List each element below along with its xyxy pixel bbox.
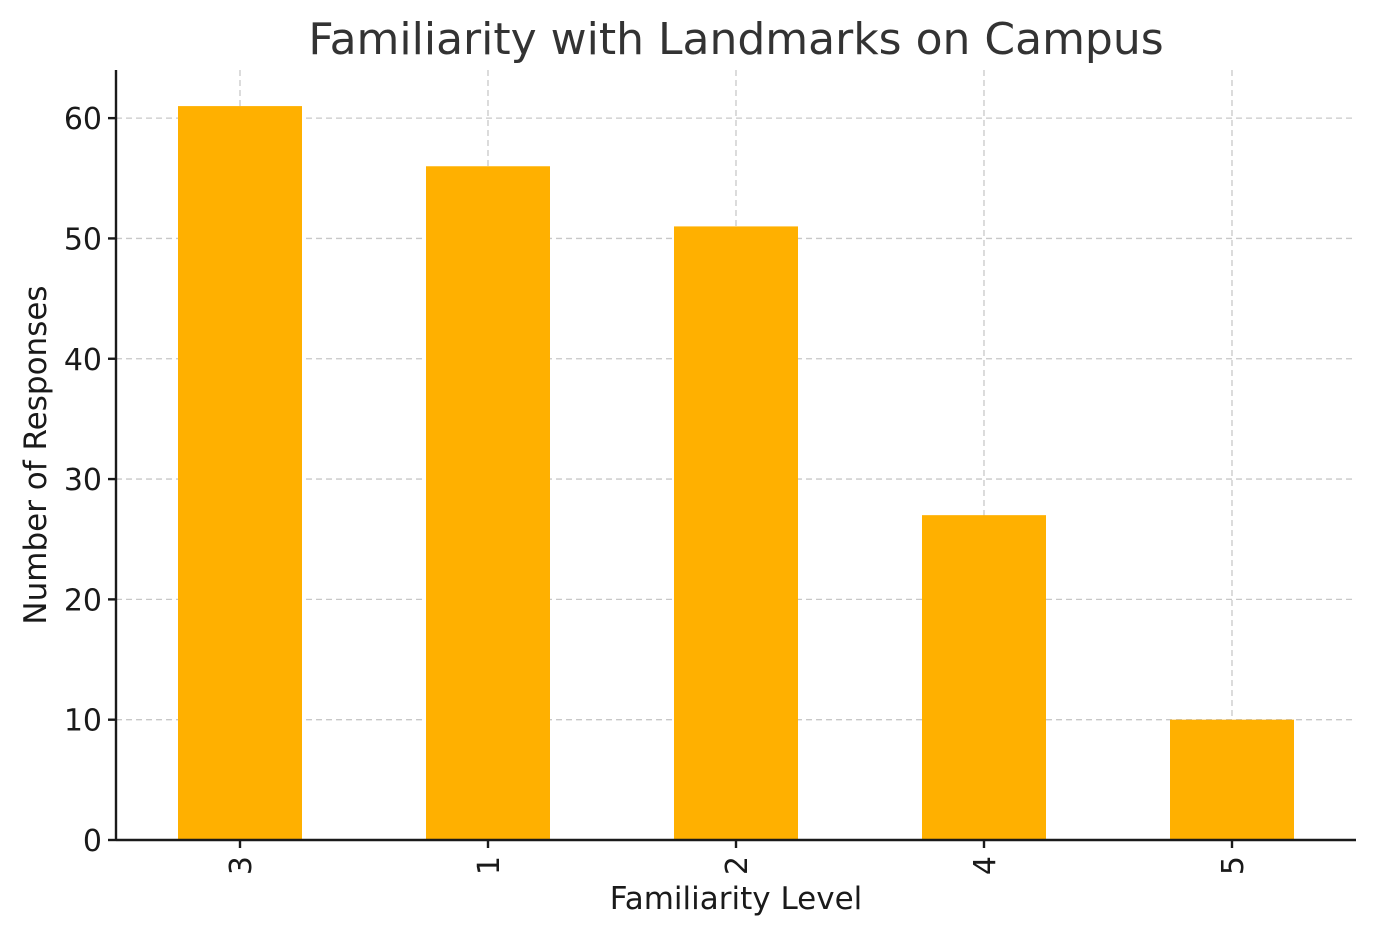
bar-3 xyxy=(178,106,302,840)
x-tick-label: 3 xyxy=(224,856,259,875)
x-tick-label: 4 xyxy=(968,856,1003,875)
x-tick-label: 2 xyxy=(720,856,755,875)
y-tick-label: 30 xyxy=(64,463,102,498)
y-tick-label: 20 xyxy=(64,583,102,618)
y-tick-label: 50 xyxy=(64,222,102,257)
y-tick-label: 10 xyxy=(64,704,102,739)
y-tick-label: 0 xyxy=(83,824,102,859)
x-tick-label: 1 xyxy=(472,856,507,875)
bar-4 xyxy=(922,515,1046,840)
x-axis-label: Familiarity Level xyxy=(610,881,863,917)
bar-layer xyxy=(178,106,1294,840)
y-axis-label: Number of Responses xyxy=(18,285,54,624)
y-tick-label: 40 xyxy=(64,343,102,378)
chart-title: Familiarity with Landmarks on Campus xyxy=(308,14,1163,65)
x-tick-label: 5 xyxy=(1216,856,1251,875)
y-tick-label: 60 xyxy=(64,102,102,137)
bar-2 xyxy=(674,226,798,840)
bar-5 xyxy=(1170,719,1294,840)
bar-1 xyxy=(426,166,550,840)
